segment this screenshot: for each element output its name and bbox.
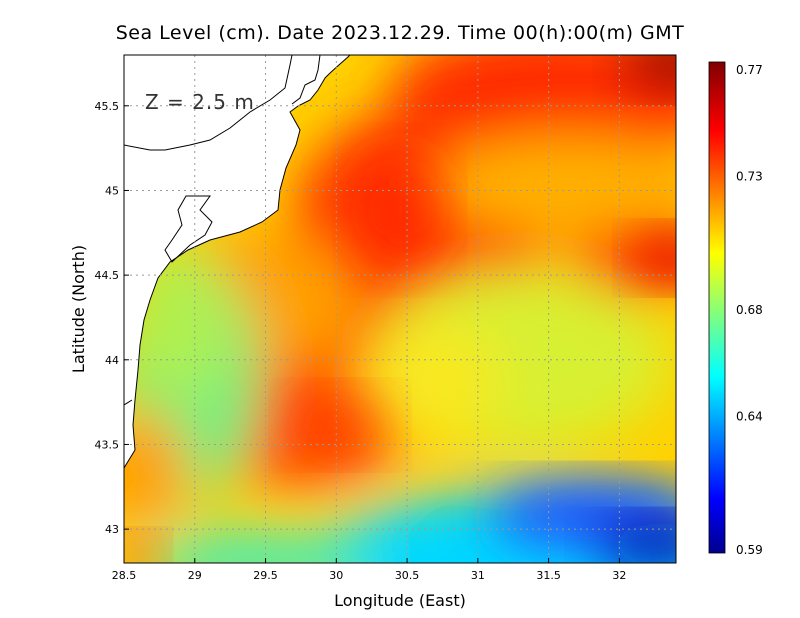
- colorbar-label: 0.77: [736, 63, 763, 77]
- colorbar: [708, 61, 726, 554]
- y-tick-label: 44: [105, 354, 119, 367]
- y-tick-label: 43.5: [95, 438, 120, 451]
- y-tick-label: 44.5: [95, 269, 120, 282]
- x-tick-label: 30: [329, 569, 343, 582]
- colorbar-label: 0.73: [736, 170, 763, 184]
- border-line: [124, 399, 133, 406]
- x-tick-label: 30.5: [395, 569, 420, 582]
- lagoon-outline: [164, 195, 213, 263]
- x-tick-label: 31.5: [536, 569, 561, 582]
- plot-frame: [123, 54, 677, 564]
- colorbar-label: 0.59: [736, 543, 763, 557]
- coastline: [124, 55, 351, 469]
- x-tick-label: 32: [612, 569, 626, 582]
- y-tick-label: 43: [105, 523, 119, 536]
- x-axis-label: Longitude (East): [334, 591, 466, 610]
- x-axis-ticks: 28.5 29 29.5 30 30.5 31 31.5 32: [112, 558, 626, 582]
- x-tick-label: 28.5: [112, 569, 137, 582]
- sea-level-field: [124, 55, 676, 563]
- land-area: [124, 55, 350, 468]
- y-tick-label: 45.5: [95, 100, 120, 113]
- y-axis-ticks: 43 43.5 44 44.5 45 45.5: [95, 100, 129, 536]
- chart-title: Sea Level (cm). Date 2023.12.29. Time 00…: [116, 22, 685, 44]
- x-tick-label: 29.5: [253, 569, 278, 582]
- depth-annotation: Z = 2.5 m: [145, 90, 255, 114]
- colorbar-label: 0.68: [736, 303, 763, 317]
- grid-lines: [124, 55, 676, 563]
- y-tick-label: 45: [105, 184, 119, 197]
- estuary-coast: [124, 55, 293, 151]
- x-tick-label: 29: [188, 569, 202, 582]
- colorbar-labels: 0.77 0.73 0.68 0.64 0.59: [736, 63, 763, 557]
- y-axis-label: Latitude (North): [69, 245, 88, 373]
- estuary-coast-north: [291, 55, 321, 105]
- x-tick-label: 31: [471, 569, 485, 582]
- colorbar-label: 0.64: [736, 410, 763, 424]
